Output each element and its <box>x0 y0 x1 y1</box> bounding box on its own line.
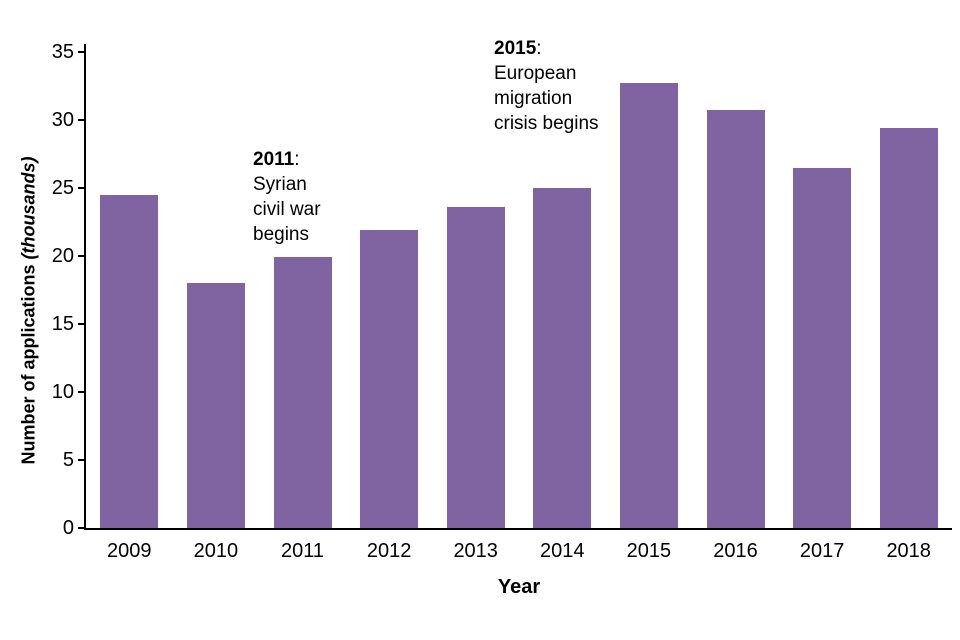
annotation-line: crisis begins <box>494 113 599 134</box>
y-tick-label: 5 <box>62 449 74 471</box>
bar-2016 <box>706 110 765 528</box>
y-tick-mark <box>78 459 86 461</box>
annotation-line: migration <box>494 88 573 109</box>
y-tick-label: 20 <box>51 245 74 267</box>
y-tick-label: 15 <box>51 313 74 335</box>
bar-2011 <box>273 257 332 528</box>
annotation-line: civil war <box>253 199 321 220</box>
annotation-2011: 2011: Syrian civil war begins <box>253 147 321 247</box>
bar-2017 <box>793 167 852 528</box>
y-tick-mark <box>78 527 86 529</box>
x-tick-label-2018: 2018 <box>886 540 931 562</box>
annotation-line: Syrian <box>253 174 307 195</box>
x-tick-label-2010: 2010 <box>193 540 239 562</box>
x-tick-label-2011: 2011 <box>280 540 324 562</box>
y-tick-mark <box>78 255 86 257</box>
x-tick-label-2013: 2013 <box>453 540 498 562</box>
annotation-year: 2015 <box>494 38 537 59</box>
y-tick-mark <box>78 391 86 393</box>
annotation-line: European <box>494 63 577 84</box>
bar-2009 <box>100 194 159 528</box>
y-tick-mark <box>78 187 86 189</box>
y-tick-mark <box>78 119 86 121</box>
y-tick-label: 35 <box>51 41 74 63</box>
y-tick-mark <box>78 51 86 53</box>
bar-2018 <box>879 128 938 528</box>
y-tick-label: 0 <box>62 517 74 539</box>
y-axis-title-units: (thousands) <box>18 156 39 260</box>
bar-2013 <box>446 207 505 528</box>
x-tick-label-2014: 2014 <box>540 540 585 562</box>
annotation-line: begins <box>253 224 309 245</box>
annotation-2015: 2015: European migration crisis begins <box>494 36 599 136</box>
annotation-colon: : <box>294 149 300 170</box>
x-axis-title: Year <box>497 576 541 598</box>
y-axis-line <box>84 44 86 530</box>
annotation-year: 2011 <box>253 149 295 170</box>
y-tick-label: 10 <box>51 381 74 403</box>
x-tick-label-2012: 2012 <box>366 540 412 562</box>
bar-2015 <box>619 83 678 528</box>
x-tick-label-2015: 2015 <box>626 540 672 562</box>
x-tick-label-2016: 2016 <box>713 540 758 562</box>
x-tick-label-2009: 2009 <box>107 540 152 562</box>
y-tick-label: 30 <box>51 109 74 131</box>
x-tick-label-2017: 2017 <box>799 540 845 562</box>
bar-2014 <box>533 188 592 528</box>
y-tick-mark <box>78 323 86 325</box>
y-axis-title-text: Number of applications <box>18 259 39 465</box>
bar-2012 <box>360 230 419 528</box>
annotation-colon: : <box>536 38 542 59</box>
y-tick-label: 25 <box>51 177 74 199</box>
bar-2010 <box>186 283 245 528</box>
x-axis-line <box>84 528 952 530</box>
